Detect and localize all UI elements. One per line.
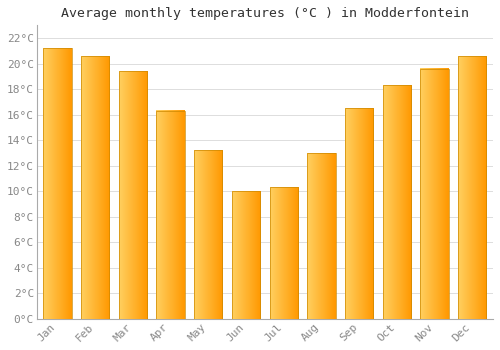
Bar bbox=[118, 71, 147, 319]
Bar bbox=[345, 108, 374, 319]
Bar bbox=[44, 48, 72, 319]
Bar bbox=[308, 153, 336, 319]
Bar bbox=[458, 56, 486, 319]
Bar bbox=[420, 69, 448, 319]
Bar bbox=[81, 56, 110, 319]
Bar bbox=[156, 111, 184, 319]
Bar bbox=[194, 150, 222, 319]
Bar bbox=[232, 191, 260, 319]
Title: Average monthly temperatures (°C ) in Modderfontein: Average monthly temperatures (°C ) in Mo… bbox=[61, 7, 469, 20]
Bar bbox=[382, 85, 411, 319]
Bar bbox=[270, 187, 298, 319]
